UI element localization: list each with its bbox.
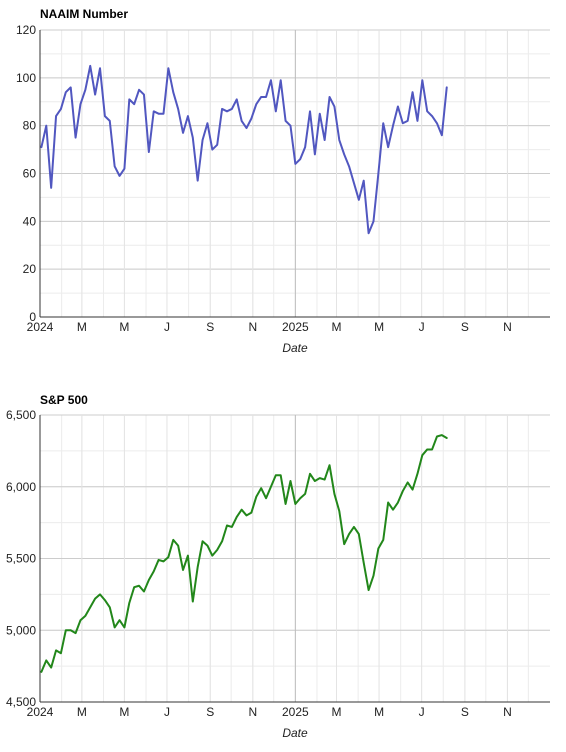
x-tick-label: N [503,705,512,719]
x-tick-label: S [461,705,469,719]
x-tick-label: J [419,705,425,719]
series-group [40,434,448,673]
sp500-chart: S&P 500 4,500 5,000 5,500 6,000 6,500 2024 M M… [6,393,550,740]
y-tick-label: 60 [23,167,37,181]
y-tick-label: 6,000 [6,480,36,494]
x-tick-label: M [77,705,87,719]
y-tick-label: 6,500 [6,408,36,422]
chart-title: S&P 500 [40,393,88,407]
x-tick-label: J [164,705,170,719]
x-tick-label: N [248,705,257,719]
x-tick-label: M [374,320,384,334]
x-tick-label: 2025 [282,705,309,719]
x-tick-label: N [248,320,257,334]
y-tick-label: 0 [29,310,36,324]
x-axis: 2024 M M J S N 2025 M M J S N [27,701,550,719]
series-line [40,64,448,235]
major-grid [39,414,550,703]
x-tick-label: J [419,320,425,334]
x-tick-label: M [119,705,129,719]
x-tick-label: S [461,320,469,334]
major-grid [39,29,550,318]
x-axis-label: Date [282,726,308,740]
x-tick-label: M [77,320,87,334]
x-tick-label: M [332,705,342,719]
y-tick-label: 80 [23,119,37,133]
x-tick-label: 2024 [27,320,54,334]
x-tick-label: S [206,320,214,334]
x-tick-label: M [332,320,342,334]
x-tick-label: M [119,320,129,334]
y-tick-label: 100 [16,71,36,85]
y-tick-label: 4,500 [6,695,36,709]
y-axis: 0 20 40 60 80 100 120 [16,23,41,324]
x-axis-label: Date [282,341,308,355]
x-tick-label: 2025 [282,320,309,334]
y-tick-label: 20 [23,262,37,276]
y-tick-label: 5,000 [6,623,36,637]
x-tick-label: N [503,320,512,334]
chart-title: NAAIM Number [40,7,128,21]
y-tick-label: 40 [23,214,37,228]
series-group [40,64,448,235]
y-tick-label: 120 [16,23,36,37]
x-tick-label: J [164,320,170,334]
series-line [40,434,448,673]
x-tick-label: M [374,705,384,719]
x-tick-label: S [206,705,214,719]
y-axis: 4,500 5,000 5,500 6,000 6,500 [6,408,41,709]
x-tick-label: 2024 [27,705,54,719]
y-tick-label: 5,500 [6,552,36,566]
x-axis: 2024 M M J S N 2025 M M J S N [27,316,550,334]
